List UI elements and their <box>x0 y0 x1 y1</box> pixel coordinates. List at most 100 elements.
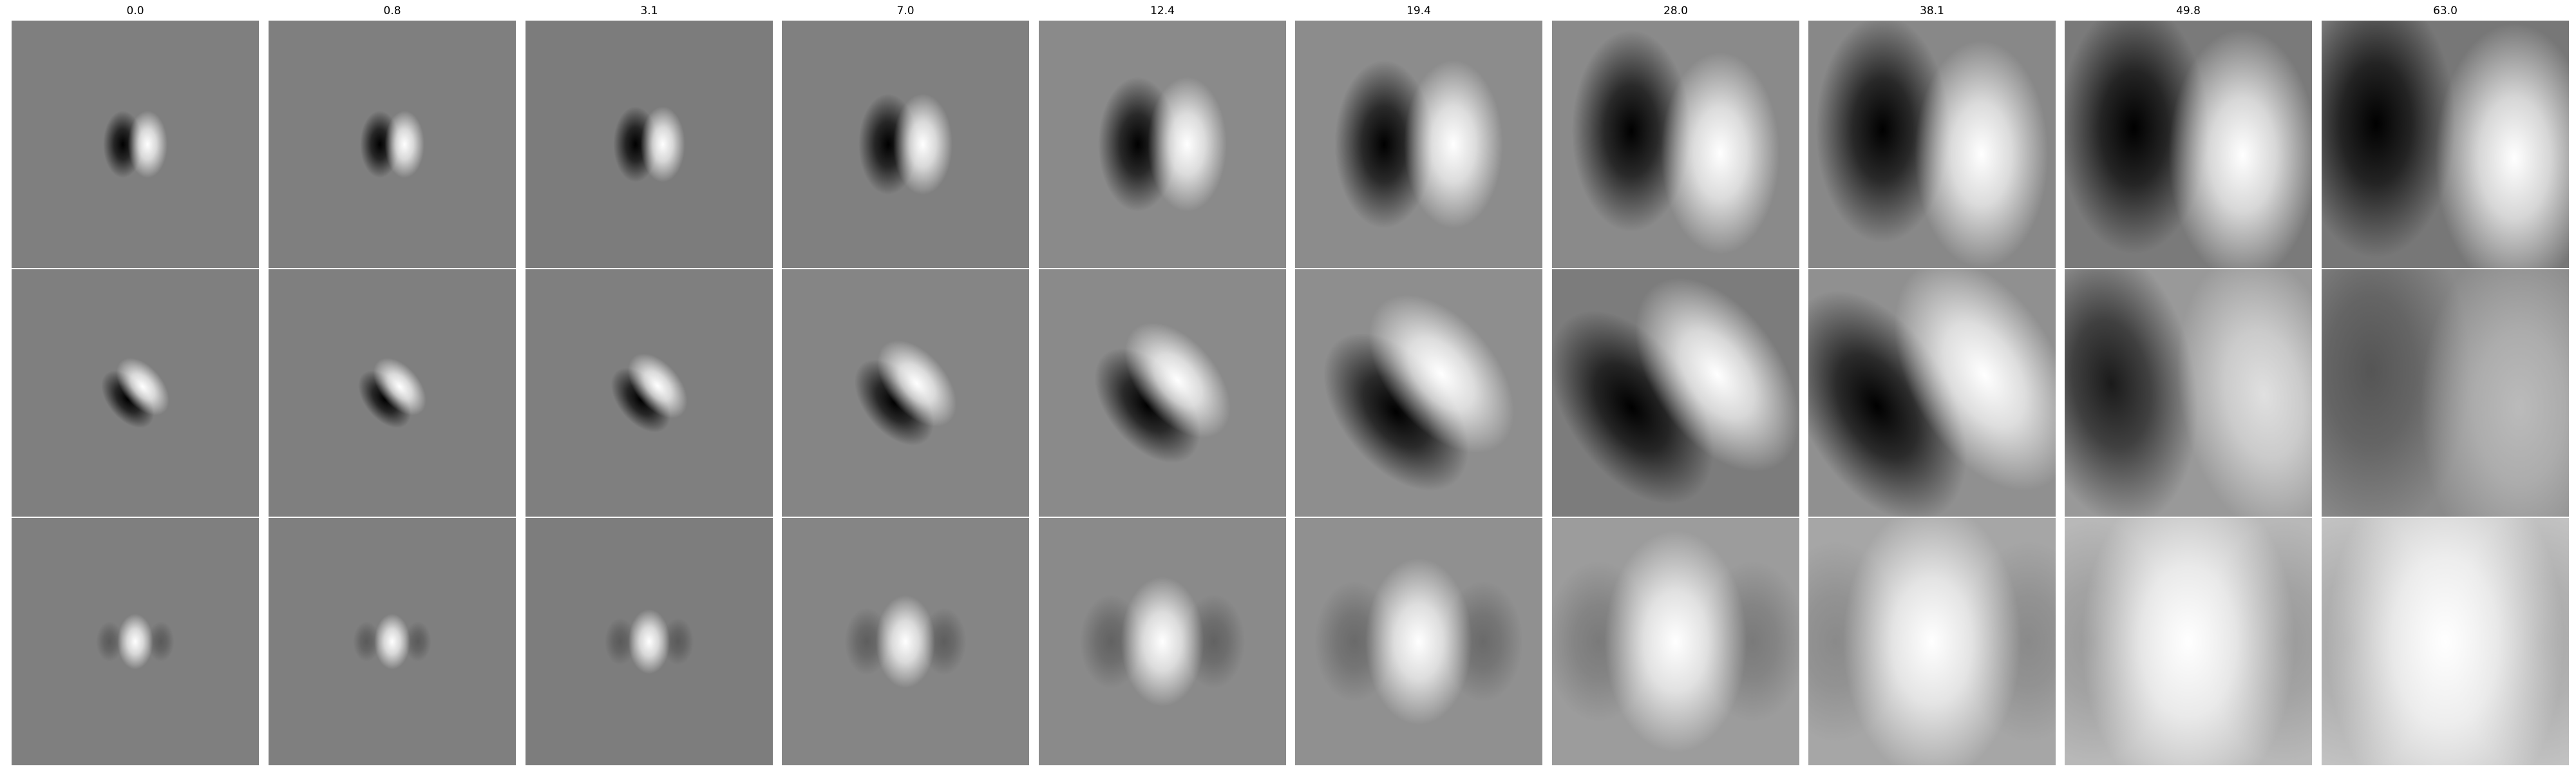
bright-lobe <box>373 358 426 415</box>
filter-tile-diagonal-dipole-1 <box>269 269 516 517</box>
column-title-3: 7.0 <box>896 5 914 17</box>
dark-lobe <box>2322 21 2456 258</box>
filter-image <box>2065 21 2312 268</box>
filter-image <box>12 21 259 268</box>
filter-image <box>1039 21 1286 268</box>
bright-lobe <box>1147 77 1227 212</box>
column-title-4: 12.4 <box>1150 5 1175 17</box>
bright-lobe <box>1403 60 1503 229</box>
filter-tile-diagonal-dipole-8 <box>2065 269 2312 517</box>
filter-image <box>1039 269 1286 517</box>
filter-tile-diagonal-dipole-5 <box>1295 269 1542 517</box>
bright-lobe <box>1894 269 2056 491</box>
bright-lobe <box>1635 278 1799 472</box>
filter-tile-vertical-dipole-3 <box>782 21 1029 268</box>
filter-tile-diagonal-dipole-9 <box>2322 269 2569 517</box>
bright-lobe <box>640 106 685 182</box>
filter-image <box>269 518 516 765</box>
bright-lobe <box>2435 23 2569 268</box>
filter-tile-center-blob-1 <box>269 518 516 765</box>
filter-image <box>2065 269 2312 517</box>
bright-lobe <box>2177 269 2312 517</box>
column-title-1: 0.8 <box>383 5 401 17</box>
filter-image <box>782 518 1029 765</box>
bright-lobe <box>2081 518 2295 765</box>
dark-lobe <box>96 621 123 662</box>
filter-tile-center-blob-3 <box>782 518 1029 765</box>
dark-lobe <box>353 621 380 662</box>
bright-lobe <box>1121 577 1204 707</box>
bright-lobe <box>117 613 153 670</box>
filter-image <box>1295 269 1542 517</box>
dark-lobe <box>1815 21 1949 243</box>
filter-image <box>1295 21 1542 268</box>
bright-lobe <box>374 613 410 670</box>
bright-lobe <box>128 110 167 178</box>
filter-tile-vertical-dipole-1 <box>269 21 516 268</box>
filter-tile-center-blob-2 <box>526 518 773 765</box>
bright-lobe <box>1365 558 1472 725</box>
bright-lobe <box>1604 530 1747 753</box>
filter-image <box>269 21 516 268</box>
filter-image <box>526 518 773 765</box>
bright-lobe <box>2326 518 2564 765</box>
bright-lobe <box>1368 294 1515 453</box>
filter-tile-diagonal-dipole-6 <box>1552 269 1799 517</box>
column-title-5: 19.4 <box>1406 5 1431 17</box>
filter-tile-vertical-dipole-9 <box>2322 21 2569 268</box>
filter-tile-diagonal-dipole-7 <box>1808 269 2056 517</box>
column-title-0: 0.0 <box>126 5 144 17</box>
filter-tile-vertical-dipole-5 <box>1295 21 1542 268</box>
filter-image <box>2322 21 2569 268</box>
filter-image <box>1808 269 2056 517</box>
filter-image <box>1552 518 1799 765</box>
bright-lobe <box>1660 52 1780 254</box>
filter-image <box>1552 21 1799 268</box>
filter-image <box>12 269 259 517</box>
filter-tile-center-blob-9 <box>2322 518 2569 765</box>
bright-lobe <box>628 609 670 674</box>
filter-tile-diagonal-dipole-2 <box>526 269 773 517</box>
filter-tile-vertical-dipole-7 <box>1808 21 2056 268</box>
column-title-9: 63.0 <box>2433 5 2458 17</box>
filter-tile-vertical-dipole-0 <box>12 21 259 268</box>
filter-tile-center-blob-8 <box>2065 518 2312 765</box>
bright-lobe <box>2168 29 2312 268</box>
dark-lobe <box>662 618 694 665</box>
filter-tile-vertical-dipole-8 <box>2065 21 2312 268</box>
bright-lobe <box>1915 41 2049 268</box>
column-title-8: 49.8 <box>2176 5 2201 17</box>
dark-lobe <box>2065 269 2198 517</box>
filter-tile-diagonal-dipole-4 <box>1039 269 1286 517</box>
dark-lobe <box>404 621 431 662</box>
filter-tile-center-blob-6 <box>1552 518 1799 765</box>
bright-lobe <box>875 595 936 688</box>
column-title-6: 28.0 <box>1663 5 1688 17</box>
bright-lobe <box>893 93 952 195</box>
filter-tile-vertical-dipole-2 <box>526 21 773 268</box>
filter-image <box>1295 518 1542 765</box>
filter-image <box>269 269 516 517</box>
dark-lobe <box>2065 21 2208 254</box>
dark-lobe <box>604 618 636 665</box>
filter-image <box>1808 518 2056 765</box>
filter-image <box>782 21 1029 268</box>
filter-tile-diagonal-dipole-3 <box>782 269 1029 517</box>
filter-image <box>782 269 1029 517</box>
filter-image <box>526 21 773 268</box>
filter-image <box>2322 269 2569 517</box>
dark-lobe <box>147 621 175 662</box>
bright-lobe <box>384 110 424 178</box>
column-title-7: 38.1 <box>1920 5 1944 17</box>
filter-image <box>1808 21 2056 268</box>
filter-image <box>2065 518 2312 765</box>
filter-tile-vertical-dipole-4 <box>1039 21 1286 268</box>
filter-image <box>2322 518 2569 765</box>
dark-lobe <box>1571 30 1691 232</box>
filter-tile-center-blob-4 <box>1039 518 1286 765</box>
bright-lobe <box>1842 518 2022 765</box>
filter-tile-vertical-dipole-6 <box>1552 21 1799 268</box>
dark-lobe <box>1334 60 1434 229</box>
bright-lobe <box>2420 269 2569 517</box>
